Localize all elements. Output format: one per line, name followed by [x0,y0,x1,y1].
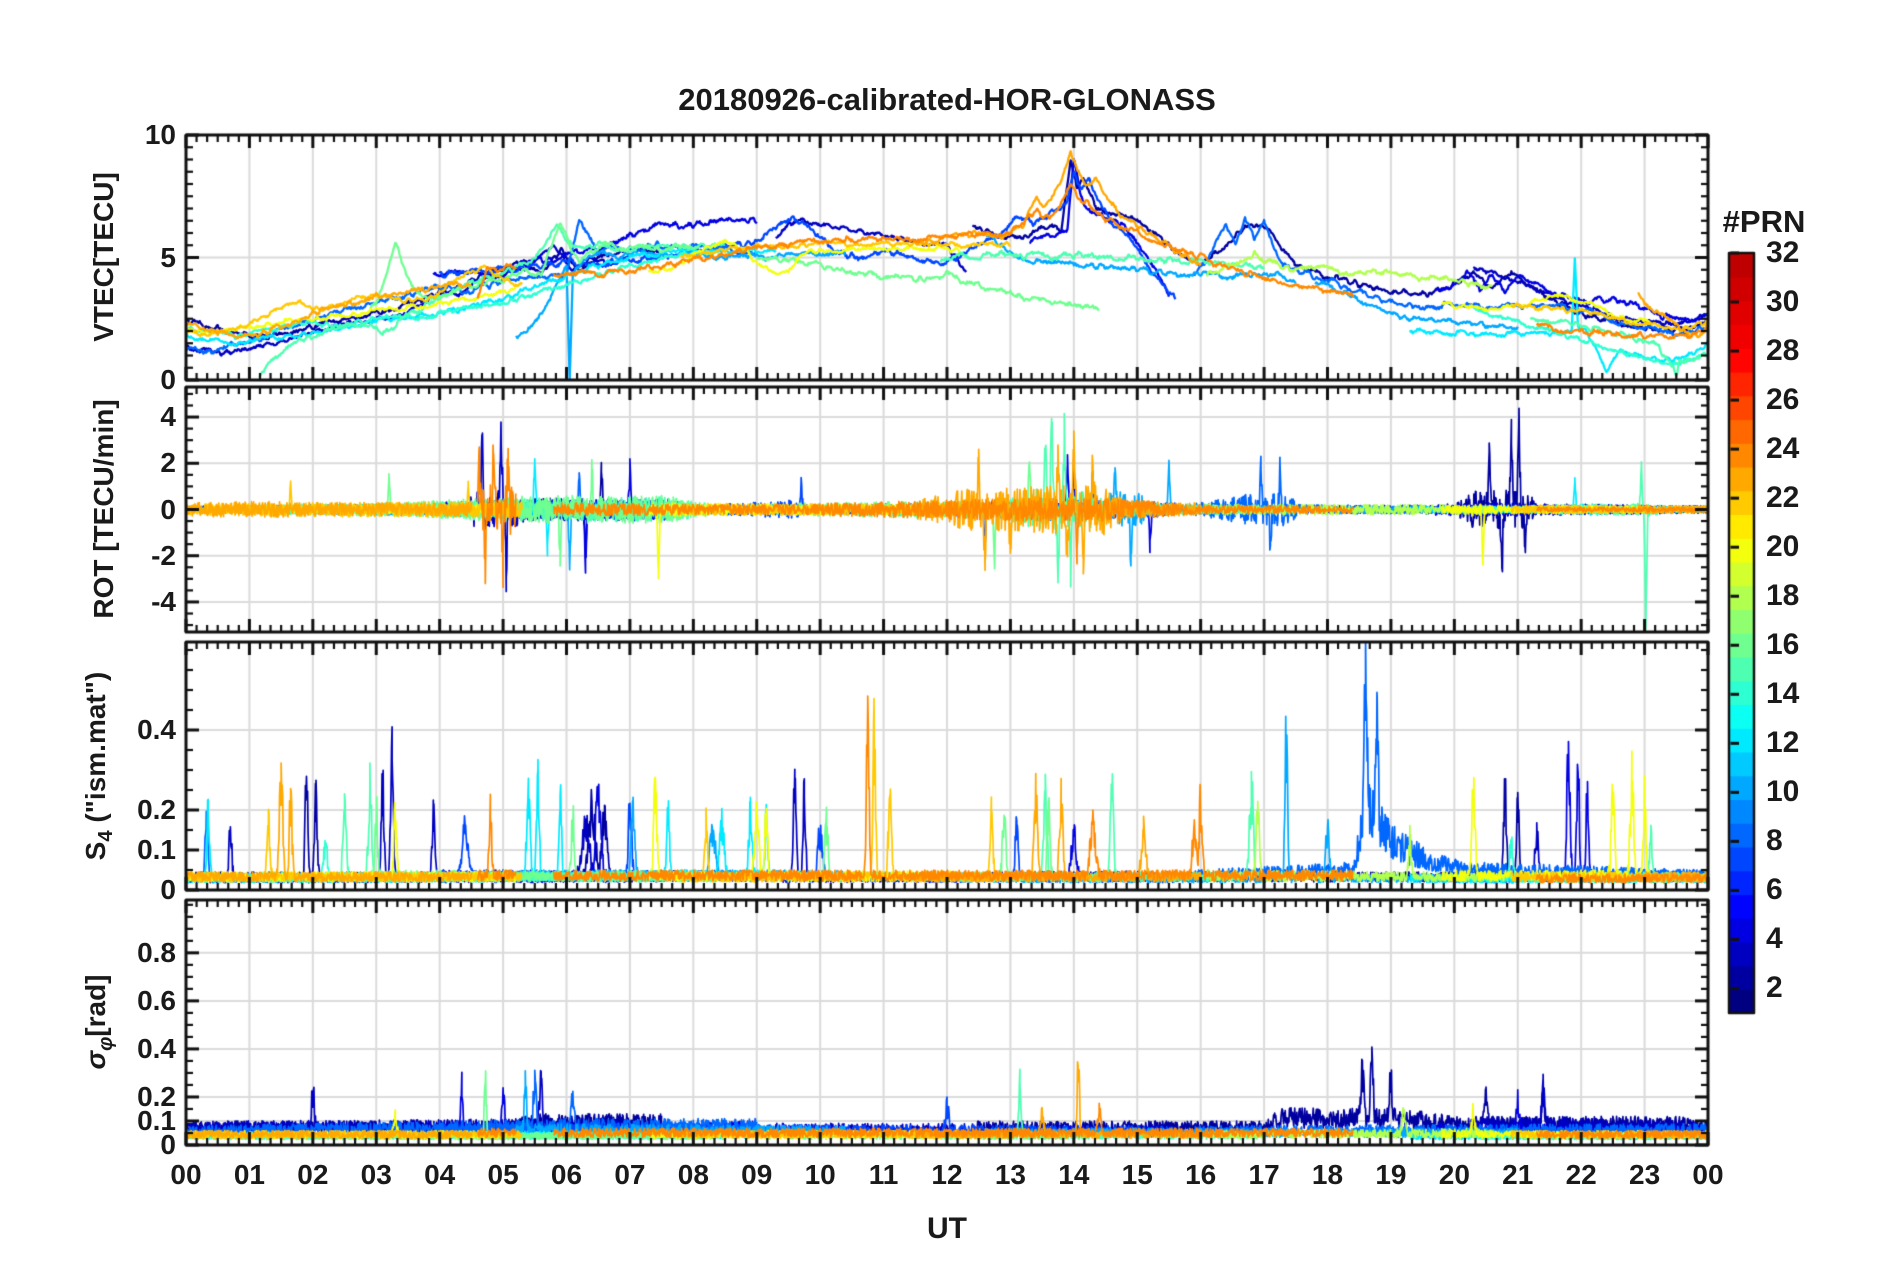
y-tick-label: 0 [160,1129,176,1160]
ylabel-part: ("ism.mat") [80,671,112,831]
y-tick-label: 0.1 [137,1104,176,1136]
colorbar-tick-label: 4 [1766,922,1783,956]
x-tick-label: 07 [614,1159,646,1190]
y-tick-label: 0.6 [137,984,176,1016]
x-tick-label: 00 [170,1159,202,1190]
y-tick-label: 10 [144,119,176,150]
x-tick-label: 11 [868,1159,899,1190]
panel-ylabel-rot: ROT [TECU/min] [88,399,120,618]
colorbar-tick-label: 28 [1766,334,1800,368]
y-tick-label: 5 [160,241,176,273]
ylabel-part: [rad] [80,974,112,1037]
colorbar-tick-label: 18 [1766,579,1800,613]
panel-ylabel-sigma_phi: σφ[rad] [80,974,118,1069]
x-tick-label: 23 [1629,1159,1661,1190]
colorbar-tick-label: 30 [1766,285,1800,319]
x-tick-label: 09 [741,1159,773,1190]
colorbar-tick-label: 8 [1766,824,1783,858]
y-tick-label: 4 [160,401,176,433]
colorbar-tick-label: 10 [1766,775,1800,809]
colorbar-tick-label: 2 [1766,971,1783,1005]
colorbar-tick-label: 20 [1766,530,1800,564]
y-tick-label: -4 [151,585,176,617]
x-tick-label: 04 [424,1159,456,1190]
x-tick-label: 01 [233,1159,265,1190]
x-tick-label: 17 [1248,1159,1280,1190]
colorbar-tick-label: 26 [1766,383,1800,417]
x-tick-label: 05 [487,1159,519,1190]
x-tick-label: 13 [994,1159,1026,1190]
colorbar-tick-label: 16 [1766,628,1800,662]
x-tick-label: 08 [677,1159,709,1190]
y-tick-label: 0 [160,493,176,525]
ylabel-part: σ [80,1050,112,1070]
y-tick-label: 0.2 [137,794,176,825]
x-tick-label: 12 [931,1159,963,1190]
x-tick-label: 22 [1565,1159,1597,1190]
ylabel-part: 4 [94,830,117,842]
ylabel-part: VTEC[TECU] [88,172,119,342]
x-tick-label: 06 [550,1159,583,1190]
chart-title: 20180926-calibrated-HOR-GLONASS [678,82,1216,117]
colorbar-tick-label: 6 [1766,873,1783,907]
panel-ylabel-s4: S4 ("ism.mat") [80,672,118,861]
x-tick-label: 14 [1058,1159,1090,1190]
colorbar-tick-label: 22 [1766,481,1800,515]
colorbar-tick-label: 24 [1766,432,1800,466]
y-tick-label: 2 [160,447,176,479]
colorbar-tick-label: 32 [1766,236,1800,269]
panel-ylabel-vtec: VTEC[TECU] [88,172,120,342]
y-tick-label: 0 [160,364,176,395]
x-tick-label: 20 [1438,1159,1470,1190]
y-tick-label: 0.1 [137,834,176,865]
x-tick-label: 15 [1121,1159,1153,1190]
ylabel-part: S [80,841,112,861]
colorbar-tick-label: 14 [1766,677,1800,711]
x-tick-label: 03 [360,1159,392,1190]
y-tick-label: 0 [160,874,176,905]
x-axis-label: UT [927,1212,967,1245]
x-tick-label: 02 [297,1159,329,1190]
y-tick-label: 0.8 [137,936,176,968]
x-tick-label: 10 [804,1159,836,1190]
x-tick-label: 21 [1502,1159,1534,1190]
ylabel-part: φ [94,1036,117,1051]
x-tick-label: 18 [1311,1159,1344,1190]
x-tick-label: 16 [1185,1159,1217,1190]
x-tick-label: 19 [1375,1159,1407,1190]
colorbar-tick-label: 12 [1766,726,1800,760]
ylabel-part: ROT [TECU/min] [88,399,119,619]
y-tick-label: -2 [151,539,176,571]
colorbar-title: #PRN [1722,204,1806,239]
x-tick-label: 00 [1692,1159,1724,1190]
y-tick-label: 0.4 [137,1032,176,1064]
y-tick-label: 0.4 [137,714,176,745]
y-tick-label: 0.2 [137,1080,176,1112]
